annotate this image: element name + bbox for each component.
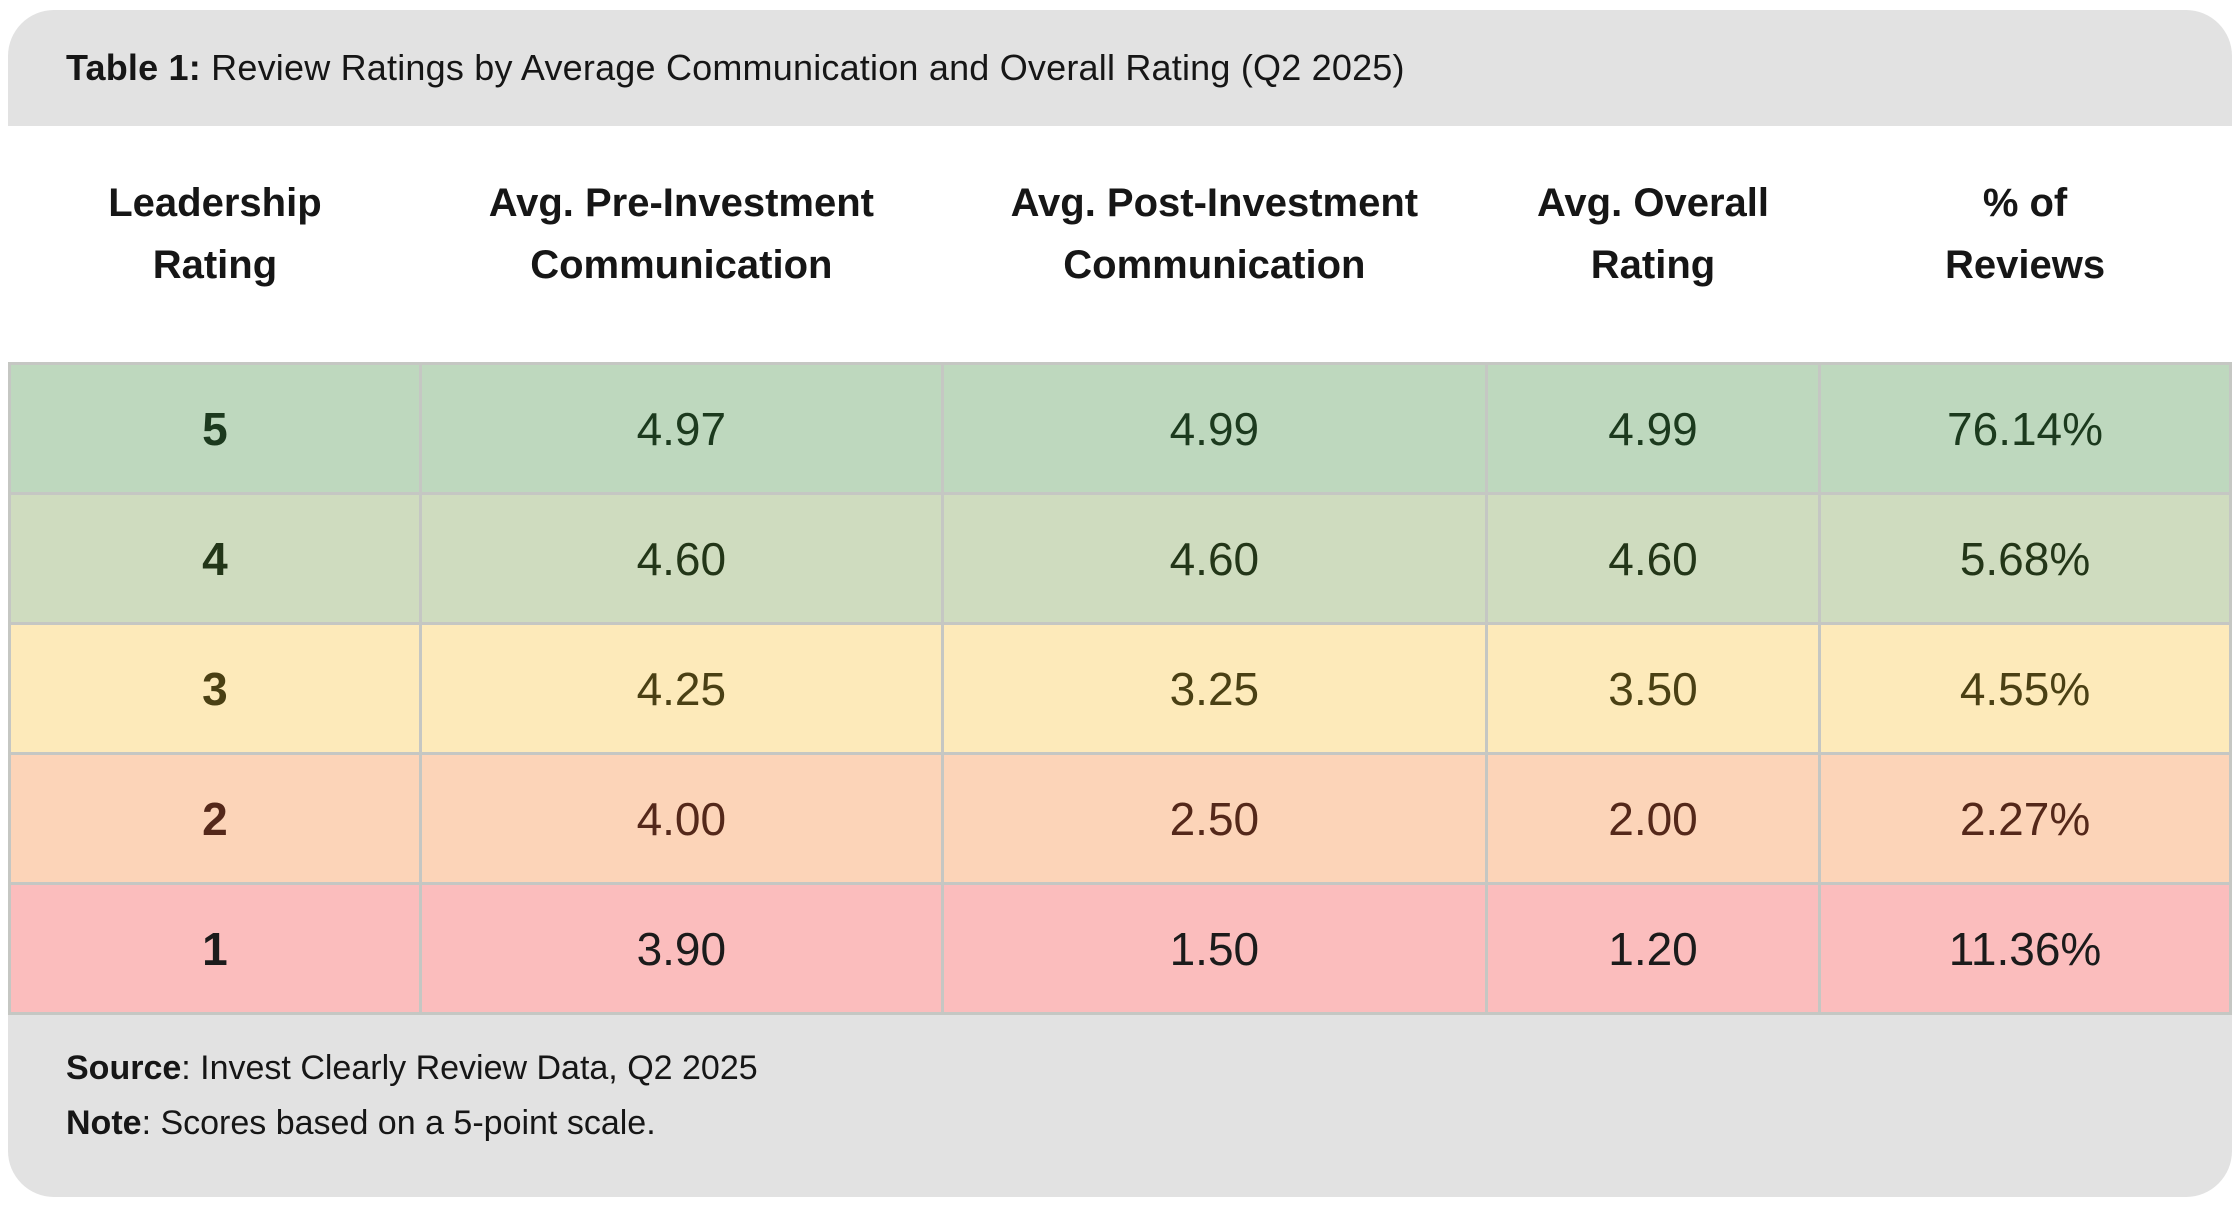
cell-avg-pre-investment-communication: 4.97 bbox=[418, 362, 944, 495]
cell-avg-post-investment-communication: 2.50 bbox=[940, 752, 1488, 885]
cell-leadership-rating: 3 bbox=[8, 622, 422, 755]
table-row-rating-5: 5 4.97 4.99 4.99 76.14% bbox=[8, 362, 2232, 495]
cell-pct-of-reviews: 11.36% bbox=[1818, 882, 2232, 1015]
table-row-rating-3: 3 4.25 3.25 3.50 4.55% bbox=[8, 622, 2232, 755]
note-label: Note bbox=[66, 1104, 142, 1143]
column-header-avg-overall-rating: Avg. Overall Rating bbox=[1486, 126, 1820, 364]
cell-avg-overall-rating: 2.00 bbox=[1484, 752, 1822, 885]
cell-avg-post-investment-communication: 3.25 bbox=[940, 622, 1488, 755]
table-footer: Source: Invest Clearly Review Data, Q2 2… bbox=[8, 1015, 2232, 1198]
source-text: : Invest Clearly Review Data, Q2 2025 bbox=[181, 1049, 758, 1087]
table-title-text: Review Ratings by Average Communication … bbox=[200, 47, 1405, 88]
table-row-rating-2: 2 4.00 2.50 2.00 2.27% bbox=[8, 752, 2232, 885]
cell-leadership-rating: 4 bbox=[8, 492, 422, 625]
column-header-leadership-rating: Leadership Rating bbox=[9, 126, 421, 364]
cell-avg-post-investment-communication: 4.99 bbox=[940, 362, 1488, 495]
cell-avg-overall-rating: 4.99 bbox=[1484, 362, 1822, 495]
cell-leadership-rating: 5 bbox=[8, 362, 422, 495]
cell-pct-of-reviews: 76.14% bbox=[1818, 362, 2232, 495]
cell-avg-pre-investment-communication: 4.60 bbox=[418, 492, 944, 625]
cell-avg-pre-investment-communication: 4.00 bbox=[418, 752, 944, 885]
cell-avg-post-investment-communication: 1.50 bbox=[940, 882, 1488, 1015]
cell-pct-of-reviews: 2.27% bbox=[1818, 752, 2232, 885]
cell-leadership-rating: 1 bbox=[8, 882, 422, 1015]
column-header-pct-of-reviews: % of Reviews bbox=[1819, 126, 2231, 364]
table-header: Leadership Rating Avg. Pre-Investment Co… bbox=[9, 126, 2231, 364]
header-row: Leadership Rating Avg. Pre-Investment Co… bbox=[9, 126, 2231, 364]
table-figure-panel: Table 1: Review Ratings by Average Commu… bbox=[8, 10, 2232, 1198]
source-line: Source: Invest Clearly Review Data, Q2 2… bbox=[66, 1041, 2182, 1096]
column-header-avg-pre-investment-communication: Avg. Pre-Investment Communication bbox=[420, 126, 943, 364]
table-title-prefix: Table 1: bbox=[66, 47, 201, 88]
cell-avg-pre-investment-communication: 3.90 bbox=[418, 882, 944, 1015]
ratings-table: Leadership Rating Avg. Pre-Investment Co… bbox=[8, 126, 2232, 1015]
table-row-rating-4: 4 4.60 4.60 4.60 5.68% bbox=[8, 492, 2232, 625]
cell-leadership-rating: 2 bbox=[8, 752, 422, 885]
note-text: : Scores based on a 5-point scale. bbox=[141, 1104, 656, 1143]
cell-avg-overall-rating: 3.50 bbox=[1484, 622, 1822, 755]
table-body: 5 4.97 4.99 4.99 76.14% 4 4.60 4.60 4.60… bbox=[8, 362, 2232, 1015]
cell-avg-overall-rating: 4.60 bbox=[1484, 492, 1822, 625]
table-title-bar: Table 1: Review Ratings by Average Commu… bbox=[8, 10, 2232, 126]
cell-avg-pre-investment-communication: 4.25 bbox=[418, 622, 944, 755]
cell-avg-post-investment-communication: 4.60 bbox=[940, 492, 1488, 625]
cell-pct-of-reviews: 5.68% bbox=[1818, 492, 2232, 625]
column-header-avg-post-investment-communication: Avg. Post-Investment Communication bbox=[942, 126, 1487, 364]
cell-avg-overall-rating: 1.20 bbox=[1484, 882, 1822, 1015]
cell-pct-of-reviews: 4.55% bbox=[1818, 622, 2232, 755]
source-label: Source bbox=[66, 1049, 182, 1087]
table-row-rating-1: 1 3.90 1.50 1.20 11.36% bbox=[8, 882, 2232, 1015]
note-line: Note: Scores based on a 5-point scale. bbox=[66, 1096, 2182, 1151]
